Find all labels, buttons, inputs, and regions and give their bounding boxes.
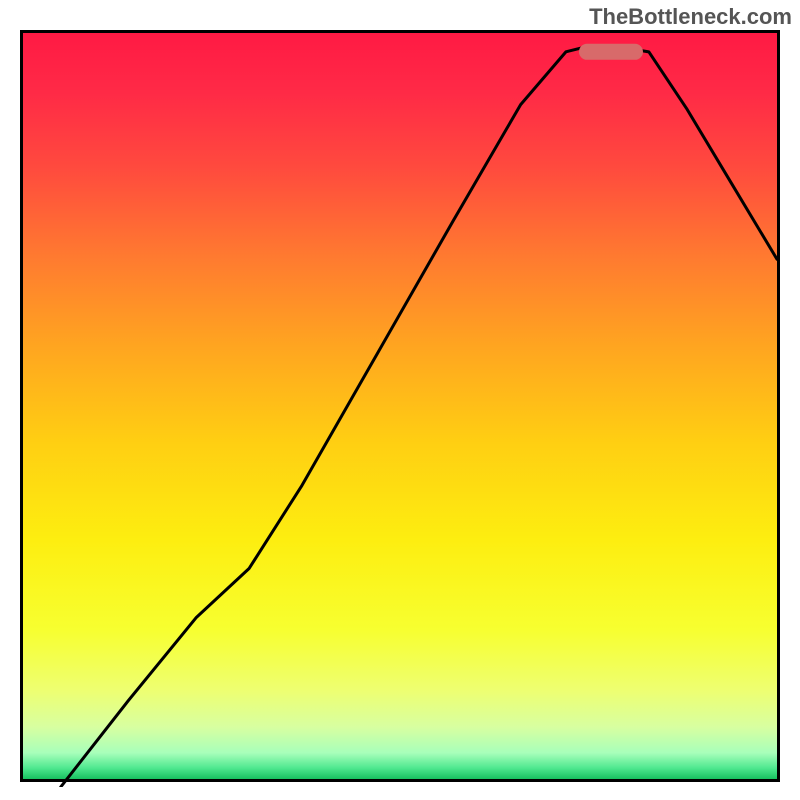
plot-area xyxy=(20,30,780,782)
curve-layer xyxy=(23,33,777,787)
bottleneck-curve xyxy=(61,48,777,787)
optimal-marker xyxy=(579,43,643,59)
watermark-text: TheBottleneck.com xyxy=(589,4,792,30)
chart-container: TheBottleneck.com xyxy=(0,0,800,800)
